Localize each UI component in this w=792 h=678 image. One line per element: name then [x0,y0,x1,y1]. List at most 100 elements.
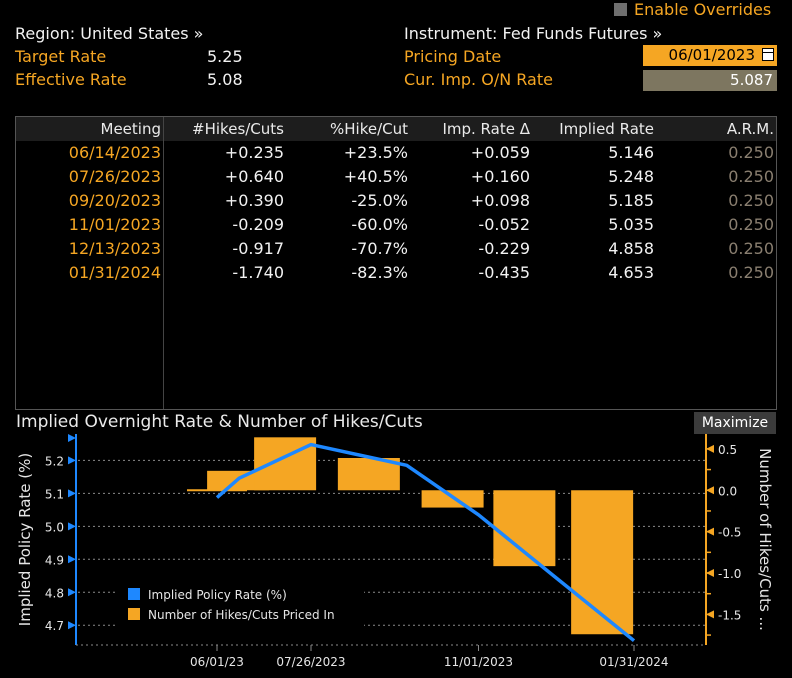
table-row[interactable]: 12/13/2023 -0.917 -70.7% -0.229 4.858 0.… [16,237,776,261]
cell-pct-hike-cut: +23.5% [343,143,408,162]
y2-tick-label: 0.0 [718,484,737,498]
table-row[interactable]: 11/01/2023 -0.209 -60.0% -0.052 5.035 0.… [16,213,776,237]
cell-meeting: 09/20/2023 [68,191,161,210]
cell-hikes-cuts: +0.640 [224,167,284,186]
table-header: Meeting #Hikes/Cuts %Hike/Cut Imp. Rate … [16,117,776,141]
y-tick-mark [68,555,76,564]
legend-swatch [128,588,140,600]
cell-meeting: 06/14/2023 [68,143,161,162]
cell-arm: 0.250 [728,239,774,258]
column-divider [163,117,164,409]
col-pct-hike-cut[interactable]: %Hike/Cut [330,120,408,138]
x-tick-label: 06/01/23 [190,655,244,669]
y-tick-label: 5.1 [45,487,64,501]
table-row[interactable]: 09/20/2023 +0.390 -25.0% +0.098 5.185 0.… [16,189,776,213]
cell-pct-hike-cut: +40.5% [343,167,408,186]
cur-imp-rate-value: 5.087 [643,70,777,91]
y-tick-mark [68,434,76,442]
cell-hikes-cuts: +0.235 [224,143,284,162]
bar [337,457,400,491]
cell-implied-rate: 5.248 [608,167,654,186]
cell-imp-rate-delta: -0.229 [478,239,530,258]
cell-hikes-cuts: +0.390 [224,191,284,210]
cell-hikes-cuts: -0.917 [232,239,284,258]
x-tick-label: 07/26/2023 [276,655,345,669]
y-axis-title: Implied Policy Rate (%) [16,453,34,626]
cell-arm: 0.250 [728,263,774,282]
legend-label: Number of Hikes/Cuts Priced In [148,608,335,622]
cell-imp-rate-delta: -0.052 [478,215,530,234]
cell-meeting: 07/26/2023 [68,167,161,186]
cell-meeting: 01/31/2024 [68,263,161,282]
pricing-date-value[interactable]: 06/01/2023 [668,46,755,64]
col-imp-rate-delta[interactable]: Imp. Rate Δ [442,120,530,138]
y2-tick-label: -0.5 [718,526,741,540]
x-tick-label: 01/31/2024 [599,655,668,669]
pricing-date-label: Pricing Date [404,47,502,66]
target-rate-value: 5.25 [207,47,243,66]
cell-imp-rate-delta: +0.098 [470,191,530,210]
x-tick-label: 11/01/2023 [444,655,513,669]
meetings-table: Meeting #Hikes/Cuts %Hike/Cut Imp. Rate … [15,116,777,410]
cell-arm: 0.250 [728,143,774,162]
y-tick-label: 5.2 [45,454,64,468]
region-selector[interactable]: Region: United States » [15,24,204,43]
y2-axis-title: Number of Hikes/Cuts ... [756,448,774,631]
table-row[interactable]: 01/31/2024 -1.740 -82.3% -0.435 4.653 0.… [16,261,776,285]
pricing-date-input[interactable]: 06/01/2023 [643,45,777,66]
enable-overrides-checkbox[interactable] [614,3,627,16]
target-rate-label: Target Rate [15,47,107,66]
cur-imp-rate-label: Cur. Imp. O/N Rate [404,70,553,89]
bar [493,490,556,567]
table-row[interactable]: 06/14/2023 +0.235 +23.5% +0.059 5.146 0.… [16,141,776,165]
effective-rate-value: 5.08 [207,70,243,89]
cell-pct-hike-cut: -60.0% [351,215,408,234]
cell-implied-rate: 4.653 [608,263,654,282]
calendar-icon[interactable] [762,48,774,61]
y-tick-label: 5.0 [45,520,64,534]
y2-tick-label: 0.5 [718,443,737,457]
cell-pct-hike-cut: -25.0% [351,191,408,210]
cell-imp-rate-delta: +0.059 [470,143,530,162]
cell-pct-hike-cut: -82.3% [351,263,408,282]
rate-hikes-chart: 5.2 5.1 5.0 4.9 4.8 4.7 0.5 0.0 -0.5 -1.0 -1.5 06/0… [16,434,774,669]
cell-meeting: 12/13/2023 [68,239,161,258]
instrument-selector[interactable]: Instrument: Fed Funds Futures » [404,24,663,43]
cell-arm: 0.250 [728,215,774,234]
implied-rate-line [215,442,636,643]
y-tick-mark [68,456,76,465]
legend-swatch [128,608,140,620]
bar [571,490,634,635]
y2-tick-label: -1.0 [718,567,741,581]
cell-implied-rate: 5.146 [608,143,654,162]
maximize-button[interactable]: Maximize [694,412,776,434]
chart-title: Implied Overnight Rate & Number of Hikes… [16,412,423,432]
cell-hikes-cuts: -1.740 [232,263,284,282]
cell-implied-rate: 5.185 [608,191,654,210]
cell-arm: 0.250 [728,167,774,186]
y-tick-mark [68,522,76,531]
cell-meeting: 11/01/2023 [68,215,161,234]
cell-implied-rate: 5.035 [608,215,654,234]
enable-overrides-label[interactable]: Enable Overrides [634,0,772,19]
cell-arm: 0.250 [728,191,774,210]
col-implied-rate[interactable]: Implied Rate [559,120,654,138]
cell-imp-rate-delta: +0.160 [470,167,530,186]
y-tick-mark [68,621,76,630]
y-tick-label: 4.9 [45,553,64,567]
cell-hikes-cuts: -0.209 [232,215,284,234]
table-row[interactable]: 07/26/2023 +0.640 +40.5% +0.160 5.248 0.… [16,165,776,189]
legend-box [118,580,364,628]
cell-pct-hike-cut: -70.7% [351,239,408,258]
y-tick-mark [68,489,76,498]
cell-implied-rate: 4.858 [608,239,654,258]
y-tick-label: 4.8 [45,586,64,600]
col-arm[interactable]: A.R.M. [726,120,774,138]
cell-imp-rate-delta: -0.435 [478,263,530,282]
y-tick-label: 4.7 [45,619,64,633]
effective-rate-label: Effective Rate [15,70,127,89]
col-meeting[interactable]: Meeting [100,120,161,138]
y2-tick-label: -1.5 [718,608,741,622]
legend-label: Implied Policy Rate (%) [148,588,287,602]
col-hikes-cuts[interactable]: #Hikes/Cuts [192,120,284,138]
